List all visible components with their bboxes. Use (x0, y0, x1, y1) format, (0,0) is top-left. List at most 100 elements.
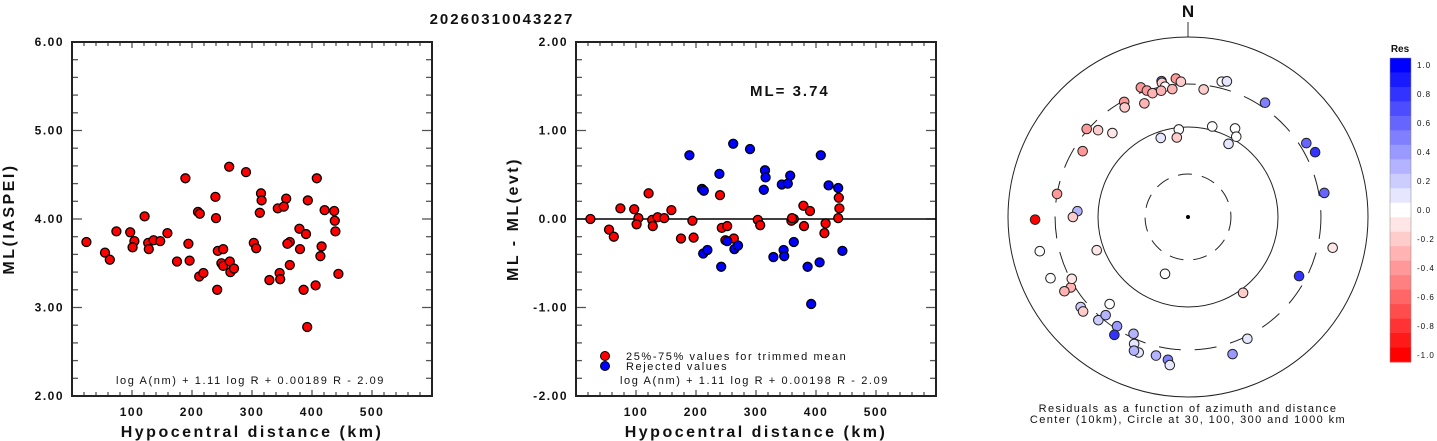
data-point (127, 242, 138, 253)
colorbar-tick-label: -1.0 (1417, 351, 1435, 360)
polar-caption-line2: Center (10km), Circle at 30, 100, 300 an… (1030, 414, 1346, 426)
data-point (814, 257, 825, 268)
data-point (302, 321, 313, 333)
x-tick-label: 500 (360, 405, 385, 419)
colorbar-swatch (1390, 188, 1411, 204)
data-point (330, 226, 341, 237)
data-point (806, 298, 817, 310)
data-point (143, 243, 154, 255)
x-tick-label: 200 (180, 405, 205, 419)
station-residual-point (1034, 245, 1046, 257)
colorbar-tick-label: 0.4 (1417, 148, 1431, 157)
left-formula: log A(nm) + 1.11 log R + 0.00189 R - 2.0… (116, 375, 385, 387)
data-point (210, 212, 222, 224)
station-residual-point (1067, 211, 1079, 223)
colorbar-swatch (1390, 72, 1411, 88)
data-point (702, 244, 713, 256)
colorbar-swatch (1390, 304, 1411, 320)
station-residual-point (1319, 187, 1330, 199)
colorbar-tick-label: 0.6 (1417, 119, 1431, 128)
legend-marker-rejected (600, 361, 610, 371)
colorbar-swatch (1390, 231, 1411, 247)
x-tick-label: 200 (684, 405, 709, 419)
station-residual-point (1242, 333, 1253, 345)
data-point (643, 188, 654, 199)
station-residual-point (1223, 138, 1234, 150)
data-point (615, 203, 626, 214)
y-tick-label: -1.00 (533, 301, 568, 315)
x-tick-label: 400 (804, 405, 829, 419)
data-point (788, 236, 799, 248)
left-y-axis-label: ML(IASPEI) (1, 163, 18, 274)
data-point (779, 251, 790, 262)
polar-caption-line1: Residuals as a function of azimuth and d… (1039, 403, 1338, 415)
station-residual-point (1293, 270, 1305, 282)
station-residual-point (1045, 272, 1056, 284)
data-point (264, 274, 275, 286)
station-residual-point (1159, 268, 1171, 280)
data-point (282, 238, 293, 249)
data-point (744, 143, 756, 155)
colorbar-swatch (1390, 217, 1411, 233)
data-point (647, 220, 658, 232)
data-point (294, 243, 306, 255)
station-residual-point (1081, 123, 1093, 135)
station-residual-point (1139, 98, 1150, 109)
north-label: N (1182, 2, 1194, 21)
station-residual-point (1155, 85, 1167, 97)
station-residual-point (1077, 306, 1089, 317)
data-point (815, 150, 826, 161)
y-tick-label: 3.00 (35, 301, 64, 315)
data-point (162, 228, 173, 239)
data-point (820, 218, 831, 229)
station-residual-point (1167, 83, 1178, 95)
data-point (833, 192, 844, 203)
data-point (300, 228, 312, 240)
data-point (275, 274, 286, 285)
colorbar-swatch (1390, 115, 1411, 131)
y-tick-label: 0.00 (539, 212, 568, 226)
data-point (294, 223, 305, 234)
colorbar-swatch (1390, 318, 1411, 334)
data-point (786, 212, 798, 224)
legend: 25%-75% values for trimmed mean Rejected… (600, 351, 846, 373)
middle-y-axis-label: ML - ML(evt) (505, 157, 522, 281)
data-point (315, 251, 326, 262)
residual-colorbar: 1.0 0.8 0.6 0.4 0.2 0.0 -0.2 -0.4 -0.6 -0.8 -1.0 (1389, 57, 1435, 363)
station-residual-point (1051, 188, 1063, 200)
station-residual-point (1309, 146, 1321, 158)
data-point (81, 236, 92, 248)
ml-vs-distance-plot: 100 200 300 400 500 2.00 3.00 4.00 5.00 6.00 (35, 35, 433, 419)
data-point (833, 212, 844, 224)
station-residual-point (1107, 127, 1118, 139)
data-point (687, 215, 698, 226)
ml-annotation: ML= 3.74 (750, 83, 830, 100)
left-x-axis-label: Hypocentral distance (km) (121, 424, 384, 441)
colorbar-swatch (1390, 275, 1411, 291)
data-point (722, 220, 733, 232)
station-residual-point (1092, 124, 1104, 136)
colorbar-tick-label: 1.0 (1417, 61, 1431, 70)
x-tick-label: 100 (624, 405, 649, 419)
data-point (659, 212, 670, 224)
station-residual-point (1059, 285, 1070, 297)
distance-ring-1000km (1007, 36, 1369, 398)
colorbar-swatch (1390, 202, 1411, 218)
station-residual-point (1119, 102, 1131, 113)
data-point (319, 204, 330, 216)
data-point (684, 150, 695, 161)
station-residual-point (1227, 348, 1238, 360)
station-residual-point (1091, 244, 1103, 256)
station-residual-point (1230, 131, 1242, 142)
data-point (139, 211, 150, 222)
data-point (688, 232, 699, 243)
data-point (804, 205, 816, 217)
colorbar-tick-label: -0.8 (1417, 322, 1435, 331)
distance-ring-100km (1097, 126, 1279, 308)
colorbar-tick-label: -0.4 (1417, 264, 1435, 273)
data-point (183, 238, 194, 249)
data-point (698, 185, 709, 196)
distance-ring-30km (1144, 173, 1232, 261)
data-point (728, 138, 739, 149)
data-point (675, 233, 687, 244)
